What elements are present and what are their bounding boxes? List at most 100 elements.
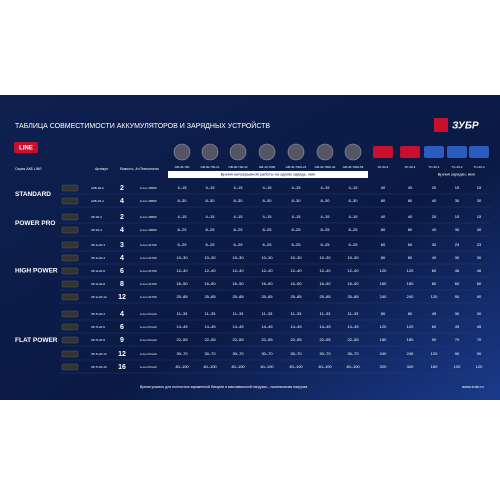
article: ЗР-20-4 [91, 228, 102, 232]
capacity: 3 [120, 242, 124, 249]
charger-name: TC-20-1 [428, 165, 439, 169]
charger-name: TC-20-2 [451, 165, 462, 169]
runtime: 40–100 [318, 364, 332, 369]
charge-time: 80 [381, 227, 386, 232]
charge-time: 80 [408, 227, 413, 232]
capacity: 6 [120, 268, 124, 275]
technology: Li-Ion 21700 [140, 269, 157, 273]
runtime: 30–70 [232, 351, 244, 356]
charge-time: 23 [455, 242, 460, 247]
runtime: 11–33 [177, 311, 189, 316]
runtime: 8–30 [321, 198, 331, 203]
charge-time: 80 [381, 255, 386, 260]
technology: Li-Ion 21700 [140, 256, 157, 260]
runtime: 11–33 [205, 311, 217, 316]
article: ЗР-Н-20-8 [91, 282, 105, 286]
runtime: 30–70 [290, 351, 302, 356]
battery-image [61, 293, 79, 301]
runtime: 10–30 [176, 255, 188, 260]
runtime: 14–45 [347, 324, 359, 329]
runtime: 4–15 [206, 185, 216, 190]
charge-time: 23 [477, 242, 482, 247]
technology: Li-Ion 18650 [140, 199, 157, 203]
article: ЗР-Н-20-12 [91, 295, 107, 299]
series-name: STANDARD [15, 191, 51, 198]
runtime: 4–15 [321, 185, 331, 190]
tool-name: GB-40-700 [175, 165, 190, 169]
charge-time: 180 [380, 337, 387, 342]
technology: Li-Ion 18650 [140, 215, 157, 219]
runtime: 8–25 [206, 227, 216, 232]
capacity: 2 [120, 185, 124, 192]
battery-image [61, 226, 79, 234]
charge-time: 70 [477, 337, 482, 342]
battery-image [61, 267, 79, 275]
article: ЗР-20-2 [91, 215, 102, 219]
site: www.zubr.ru [462, 384, 484, 389]
footnote: Время указано для полностью заряженной б… [140, 385, 307, 389]
capacity: 8 [120, 281, 124, 288]
battery-image [61, 350, 79, 358]
charge-time: 160 [431, 364, 438, 369]
runtime-group: Время непрерывной работы на одном заряде… [221, 172, 316, 177]
tool-image [344, 143, 362, 161]
charge-time: 90 [432, 337, 437, 342]
technology: Li-Ion 18650 [140, 186, 157, 190]
runtime: 10–30 [319, 255, 331, 260]
table: Серия АКБ LINE Артикул Емкость, Ач Технолог… [15, 143, 490, 374]
charge-time: 60 [477, 281, 482, 286]
charge-time: 40 [432, 255, 437, 260]
charge-time: 40 [408, 214, 413, 219]
runtime: 4–15 [206, 214, 216, 219]
runtime: 25–85 [232, 294, 244, 299]
runtime: 14–45 [319, 324, 331, 329]
capacity: 4 [120, 311, 124, 318]
runtime: 8–30 [263, 198, 273, 203]
series-name: FLAT POWER [15, 337, 58, 344]
charge-group: Время зарядки, мин [438, 172, 475, 177]
technology: Li-Ion 21700 [140, 282, 157, 286]
runtime: 12–40 [347, 268, 359, 273]
runtime: 25–85 [347, 294, 359, 299]
runtime: 14–45 [232, 324, 244, 329]
charge-time: 120 [454, 364, 461, 369]
runtime: 40–100 [175, 364, 189, 369]
charge-time: 120 [476, 364, 483, 369]
charge-time: 30 [455, 198, 460, 203]
article: ЗР-Н-20-3 [91, 243, 105, 247]
battery-image [61, 363, 79, 371]
tool-image [229, 143, 247, 161]
article: ЗР-П-20-16 [91, 365, 107, 369]
runtime: 12–40 [176, 268, 188, 273]
charge-time: 15 [455, 185, 460, 190]
runtime: 6–25 [349, 242, 359, 247]
runtime: 40–100 [203, 364, 217, 369]
runtime: 6–25 [292, 242, 302, 247]
runtime: 14–45 [176, 324, 188, 329]
runtime: 16–50 [232, 281, 244, 286]
runtime: 30–70 [261, 351, 273, 356]
charge-time: 20 [432, 214, 437, 219]
runtime: 25–85 [176, 294, 188, 299]
charge-time: 15 [477, 185, 482, 190]
runtime: 22–55 [232, 337, 244, 342]
runtime: 11–33 [233, 311, 245, 316]
runtime: 12–40 [319, 268, 331, 273]
runtime: 4–15 [178, 185, 188, 190]
charger-image [373, 146, 393, 158]
charge-time: 70 [455, 337, 460, 342]
tool-image [316, 143, 334, 161]
charger-image [424, 146, 444, 158]
runtime: 40–100 [260, 364, 274, 369]
runtime: 25–85 [204, 294, 216, 299]
runtime: 6–25 [321, 242, 331, 247]
runtime: 4–15 [349, 185, 359, 190]
charge-time: 90 [455, 351, 460, 356]
runtime: 6–25 [234, 242, 244, 247]
charger-name: TC-20-4 [473, 165, 484, 169]
runtime: 8–30 [234, 198, 244, 203]
charge-time: 90 [477, 351, 482, 356]
brand: ЗУБР [452, 121, 479, 132]
tool-image [201, 143, 219, 161]
